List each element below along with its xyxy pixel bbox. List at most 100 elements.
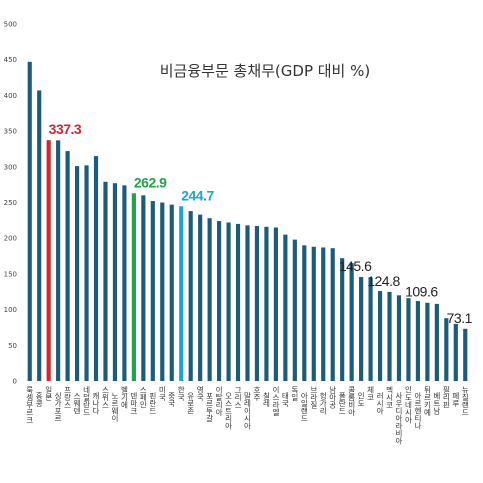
bar — [444, 318, 449, 381]
bar — [425, 302, 430, 381]
bar — [112, 183, 118, 381]
y-tick-label: 150 — [4, 270, 17, 278]
x-tick-label: 중국 — [167, 392, 176, 409]
bar — [273, 227, 278, 381]
x-tick-label: 유로존 — [186, 392, 195, 415]
bar — [235, 223, 241, 381]
x-tick-label: 벨기에 — [120, 386, 129, 410]
x-tick-label: 이스라엘 — [271, 385, 280, 417]
x-tick-label: 덴마크 — [129, 392, 138, 415]
bar — [359, 277, 364, 381]
x-tick-label: 홍콩 — [35, 391, 44, 408]
y-tick-label: 500 — [4, 21, 17, 29]
x-tick-label: 캐나다 — [92, 392, 101, 416]
value-label: 109.6 — [405, 284, 438, 300]
bar — [179, 206, 184, 381]
bar — [415, 301, 421, 381]
bar — [188, 211, 193, 381]
value-label: 73.1 — [447, 310, 473, 326]
bar — [321, 247, 326, 381]
bar — [396, 295, 402, 381]
x-tick-label: 베트남 — [432, 392, 441, 415]
x-tick-label: 인도네시아 — [404, 385, 413, 425]
bar — [264, 226, 269, 381]
x-tick-label: 태국 — [281, 392, 290, 409]
y-tick-label: 300 — [4, 163, 17, 171]
bar — [160, 202, 165, 381]
bar — [46, 140, 51, 381]
bar — [302, 245, 307, 381]
bar — [406, 298, 411, 381]
x-tick-label: 이탈리아 — [215, 385, 224, 418]
y-tick-label: 100 — [4, 306, 17, 314]
x-tick-label: 콜롬비아 — [347, 386, 356, 418]
bar — [453, 323, 458, 381]
x-tick-label: 뉴질랜드 — [461, 386, 470, 416]
bar — [198, 214, 203, 381]
x-tick-label: 그리스 — [234, 386, 243, 409]
bar — [93, 156, 99, 381]
bar — [292, 239, 297, 381]
bar — [387, 291, 392, 381]
x-tick-label: 튀르키예 — [423, 386, 432, 418]
x-tick-label: 프랑스 — [63, 386, 72, 409]
y-tick-label: 0 — [13, 378, 17, 386]
bar — [103, 181, 108, 381]
x-tick-label: 남아공 — [328, 386, 337, 409]
value-label: 262.9 — [134, 174, 167, 190]
bar — [84, 165, 89, 381]
x-tick-label: 인도 — [357, 391, 366, 407]
y-tick-label: 250 — [4, 199, 17, 207]
chart-title: 비금융부문 총채무(GDP 대비 %) — [160, 62, 370, 80]
bar — [283, 234, 288, 381]
x-tick-label: 아일랜드 — [300, 391, 309, 422]
value-label: 145.6 — [339, 258, 372, 274]
value-label: 337.3 — [49, 121, 82, 137]
x-tick-label: 룩셈부르크 — [25, 386, 34, 424]
x-tick-label: 독일 — [290, 386, 299, 402]
bar — [56, 140, 61, 381]
x-tick-label: 말레이시아 — [243, 392, 252, 431]
bar — [74, 166, 80, 381]
value-label: 244.7 — [181, 187, 214, 203]
x-tick-label: 체코 — [366, 385, 375, 401]
x-tick-label: 미국 — [158, 386, 167, 403]
bar — [37, 90, 42, 381]
bar — [169, 204, 174, 381]
x-tick-label: 헝가리 — [319, 392, 328, 416]
x-tick-label: 영국 — [196, 385, 205, 403]
bar — [311, 246, 316, 381]
bar — [27, 61, 32, 381]
x-tick-label: 핀란드 — [148, 392, 157, 415]
bar — [368, 277, 373, 381]
bar — [207, 218, 212, 381]
x-tick-label: 일본 — [44, 386, 53, 402]
bar — [245, 225, 250, 381]
x-tick-label: 한국 — [177, 386, 186, 403]
x-tick-label: 페루 — [451, 391, 460, 409]
y-tick-label: 200 — [4, 235, 17, 243]
x-tick-label: 노르웨이 — [110, 392, 119, 424]
x-tick-label: 사우디아라비아 — [394, 392, 403, 446]
x-tick-label: 오스트리아 — [224, 392, 233, 431]
bar — [141, 195, 146, 381]
y-tick-label: 400 — [4, 92, 17, 100]
x-tick-label: 싱가포르 — [54, 391, 63, 422]
x-tick-label: 브라질 — [309, 386, 318, 409]
bar — [254, 226, 260, 381]
bar — [131, 193, 136, 381]
bar — [463, 328, 468, 381]
bar — [65, 151, 70, 381]
x-tick-label: 아르헨티나 — [413, 391, 422, 431]
y-tick-label: 350 — [4, 128, 17, 136]
bar — [122, 185, 127, 381]
bar — [226, 222, 231, 381]
bar — [434, 303, 439, 381]
x-tick-label: 스페인 — [139, 386, 148, 409]
y-tick-label: 50 — [8, 342, 17, 350]
x-tick-label: 러시아 — [376, 392, 385, 416]
bar — [377, 291, 383, 381]
x-tick-label: 멕시코 — [385, 385, 394, 409]
